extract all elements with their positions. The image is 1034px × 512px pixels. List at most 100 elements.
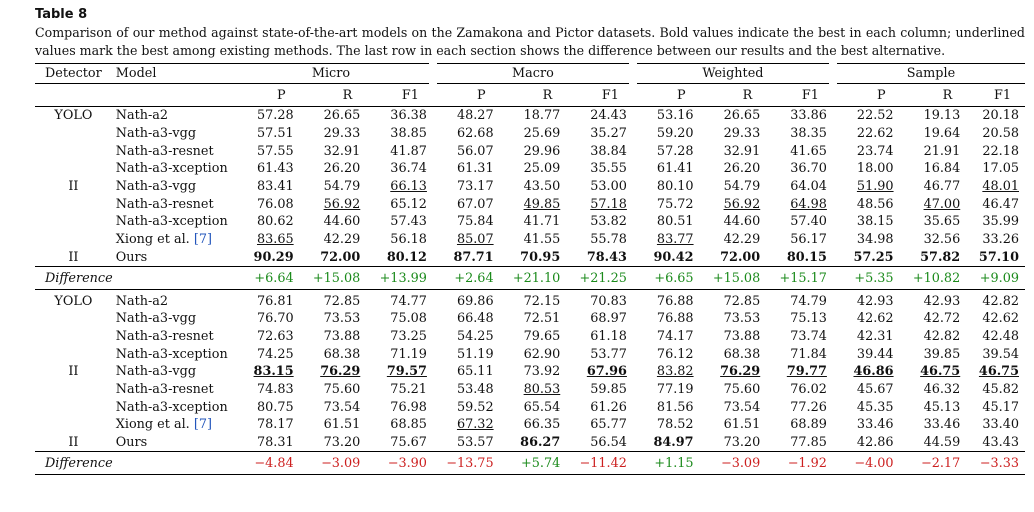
value-cell: 78.31	[256, 435, 294, 451]
value-cell: 42.86	[856, 435, 894, 451]
value-cell: 57.55	[256, 143, 294, 159]
detector-cell	[35, 398, 112, 416]
value-cell: 38.35	[790, 126, 827, 142]
value-cell: 35.27	[590, 126, 627, 142]
value-cell: 42.31	[856, 328, 894, 344]
value-cell: 80.15	[786, 249, 827, 265]
difference-value: +6.64	[232, 266, 300, 290]
difference-value: +5.74	[499, 451, 567, 476]
table-row: Nath-a3-vgg 76.70 73.53 75.08 66.48 72.51 68.9…	[35, 310, 1025, 328]
value-cell: 18.00	[856, 161, 894, 177]
value-cell: 59.52	[456, 399, 494, 415]
value-cell: 74.17	[656, 328, 694, 344]
value-cell: 39.44	[856, 346, 894, 362]
value-cell: 25.09	[523, 161, 561, 177]
metric-header-p: P	[632, 83, 700, 107]
difference-row: Difference +6.64 +15.08 +13.99 +2.64 +21.10 +2…	[35, 266, 1025, 290]
detector-cell	[35, 125, 112, 143]
model-name: Nath-a2	[115, 108, 169, 124]
header-metric-row: P R F1 P R F1 P R F1 P R F1	[35, 83, 1025, 107]
metric-header-f1: F1	[966, 83, 1025, 107]
table-row: II Nath-a3-vgg 83.15 76.29 79.57 65.11 73.92 67…	[35, 363, 1025, 381]
metric-header-r: R	[699, 83, 767, 107]
difference-value: +21.25	[566, 266, 633, 290]
value-cell: 75.84	[456, 214, 494, 230]
table-row: Nath-a3-resnet 57.55 32.91 41.87 56.07 29.96 3…	[35, 142, 1025, 160]
value-cell: 76.12	[656, 346, 694, 362]
difference-value: +6.65	[632, 266, 700, 290]
value-cell: 42.62	[856, 311, 894, 327]
value-cell: 73.53	[723, 311, 761, 327]
value-cell: 57.10	[978, 249, 1019, 265]
model-name: Nath-a3-xception	[115, 161, 228, 177]
value-cell: 22.62	[856, 126, 894, 142]
value-cell: 71.84	[790, 346, 827, 362]
value-cell: 72.00	[320, 249, 361, 265]
value-cell: 24.43	[566, 105, 633, 125]
model-cell: Nath-a3-xception	[112, 398, 233, 416]
value-cell: 35.55	[590, 161, 627, 177]
value-cell: 90.42	[653, 249, 694, 265]
difference-value: −3.09	[299, 451, 367, 476]
difference-value: +15.08	[699, 266, 767, 290]
value-cell: 57.43	[390, 214, 427, 230]
value-cell: 56.18	[390, 232, 427, 248]
value-cell: 75.72	[656, 196, 694, 212]
value-cell: 57.28	[656, 143, 694, 159]
value-cell: 38.15	[856, 214, 894, 230]
value-cell: 53.48	[456, 381, 494, 397]
value-cell: 80.12	[386, 249, 427, 265]
value-cell: 45.35	[856, 399, 894, 415]
difference-value: +10.82	[899, 266, 967, 290]
value-cell: 70.83	[566, 289, 633, 310]
value-cell: 79.65	[523, 328, 561, 344]
value-cell: 20.58	[982, 126, 1019, 142]
value-cell: 17.05	[982, 161, 1019, 177]
value-cell: 42.72	[923, 311, 961, 327]
value-cell: 33.46	[856, 417, 894, 433]
value-cell: 68.85	[390, 417, 427, 433]
value-cell: 22.52	[832, 105, 900, 125]
value-cell: 83.15	[253, 364, 294, 380]
value-cell: 84.97	[653, 435, 694, 451]
value-cell: 56.17	[790, 232, 827, 248]
value-cell: 59.20	[656, 126, 694, 142]
model-name: Nath-a3-vgg	[115, 311, 197, 327]
citation-link[interactable]: [7]	[193, 232, 212, 248]
table-row: II Ours 90.29 72.00 80.12 87.71 70.95 78.43 90.4…	[35, 249, 1025, 267]
table-row: Nath-a3-vgg 57.51 29.33 38.85 62.68 25.69 35.2…	[35, 125, 1025, 143]
model-name: Xiong et al.	[115, 417, 190, 433]
value-cell: 45.13	[923, 399, 961, 415]
value-cell: 65.11	[456, 364, 494, 380]
value-cell: 36.74	[390, 161, 427, 177]
difference-value: −4.00	[832, 451, 900, 476]
value-cell: 72.15	[499, 289, 567, 310]
value-cell: 57.28	[232, 105, 300, 125]
value-cell: 42.48	[982, 328, 1019, 344]
table-row: Xiong et al. [7] 83.65 42.29 56.18 85.07 41.5…	[35, 231, 1025, 249]
value-cell: 54.79	[723, 179, 761, 195]
value-cell: 80.75	[256, 399, 294, 415]
value-cell: 51.90	[856, 179, 894, 195]
value-cell: 57.51	[256, 126, 294, 142]
model-cell: Xiong et al. [7]	[112, 231, 233, 249]
table-row: Xiong et al. [7] 78.17 61.51 68.85 67.32 66.3…	[35, 416, 1025, 434]
table-row: Nath-a3-xception 74.25 68.38 71.19 51.19 62.9…	[35, 345, 1025, 363]
value-cell: 48.56	[856, 196, 894, 212]
model-cell: Nath-a3-resnet	[112, 195, 233, 213]
citation-link[interactable]: [7]	[193, 417, 212, 433]
value-cell: 29.33	[323, 126, 361, 142]
model-name: Nath-a3-xception	[115, 214, 228, 230]
value-cell: 76.29	[720, 364, 761, 380]
model-name: Nath-a3-vgg	[115, 179, 197, 195]
value-cell: 76.88	[656, 311, 694, 327]
value-cell: 45.82	[982, 381, 1019, 397]
value-cell: 75.13	[790, 311, 827, 327]
table-row: II Nath-a3-vgg 83.41 54.79 66.13 73.17 43.50 53…	[35, 178, 1025, 196]
model-cell: Nath-a2	[111, 289, 233, 310]
value-cell: 32.91	[323, 143, 361, 159]
value-cell: 39.85	[923, 346, 961, 362]
detector-cell	[35, 345, 112, 363]
value-cell: 86.27	[520, 435, 561, 451]
model-name: Nath-a3-resnet	[115, 381, 214, 397]
